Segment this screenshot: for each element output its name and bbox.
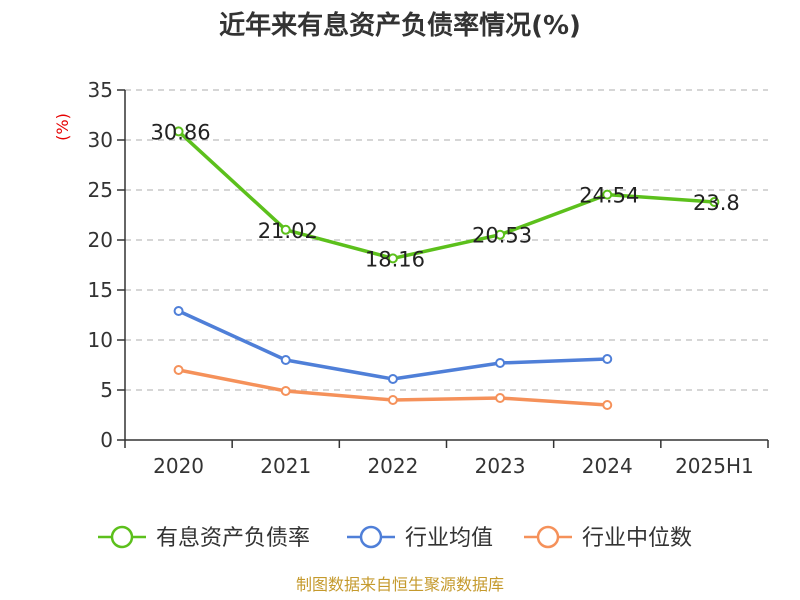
x-tick-label: 2022 xyxy=(367,454,418,478)
series-line-1 xyxy=(176,129,717,261)
x-tick-label: 2023 xyxy=(475,454,526,478)
x-tick-label: 2024 xyxy=(582,454,633,478)
gridlines xyxy=(125,89,768,391)
data-label: 23.8 xyxy=(693,191,740,215)
y-tick-label: 35 xyxy=(88,78,113,102)
data-point xyxy=(173,126,184,137)
data-point xyxy=(709,197,720,207)
x-tick-label: 2021 xyxy=(260,454,311,478)
data-point xyxy=(602,189,613,200)
data-label: 30.86 xyxy=(151,120,211,144)
data-point xyxy=(387,253,398,264)
y-tick-label: 25 xyxy=(88,178,113,202)
y-tick-label: 20 xyxy=(88,228,113,252)
y-tick-label: 0 xyxy=(100,428,113,452)
data-label: 20.53 xyxy=(472,224,532,248)
y-tick-label: 15 xyxy=(88,278,113,302)
data-point xyxy=(280,224,291,235)
data-point xyxy=(495,358,506,368)
data-point xyxy=(280,355,291,365)
data-point xyxy=(280,386,291,396)
y-tick-label: 10 xyxy=(88,328,113,352)
data-label: 21.02 xyxy=(258,219,318,243)
data-point xyxy=(173,365,184,375)
data-point xyxy=(173,306,184,316)
data-label: 24.54 xyxy=(579,184,639,208)
data-label: 18.16 xyxy=(365,247,425,271)
series-layer: 30.86 21.02 18.16 20.53 24.54 23.8 xyxy=(151,120,740,410)
legend-marker xyxy=(110,525,134,549)
legend: 有息资产负债率 行业均值 行业中位数 xyxy=(98,525,692,551)
y-tick-label: 5 xyxy=(100,378,113,402)
data-point xyxy=(602,400,613,410)
legend-label: 有息资产负债率 xyxy=(156,526,310,551)
data-point xyxy=(602,354,613,364)
y-tick-label: 30 xyxy=(88,128,113,152)
axes: 0 5 10 15 20 25 30 35 2020 2021 2022 2023 2024 2025H1 xyxy=(88,78,769,478)
data-point xyxy=(495,393,506,403)
legend-label: 行业均值 xyxy=(405,526,493,551)
series-line-2 xyxy=(176,309,609,381)
chart-title: 近年来有息资产负债率情况(%) xyxy=(219,10,581,41)
legend-marker xyxy=(536,525,560,549)
data-point xyxy=(387,395,398,405)
x-tick-label: 2020 xyxy=(153,454,204,478)
data-source: 制图数据来自恒生聚源数据库 xyxy=(296,575,504,594)
data-point xyxy=(387,374,398,384)
x-tick-label: 2025H1 xyxy=(675,454,754,478)
data-point xyxy=(495,229,506,240)
legend-marker xyxy=(359,525,383,549)
y-axis-label: (%) xyxy=(53,113,72,141)
legend-label: 行业中位数 xyxy=(582,526,692,551)
